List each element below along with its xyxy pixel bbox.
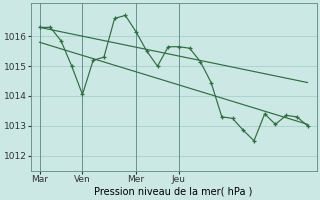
X-axis label: Pression niveau de la mer( hPa ): Pression niveau de la mer( hPa )	[94, 187, 253, 197]
